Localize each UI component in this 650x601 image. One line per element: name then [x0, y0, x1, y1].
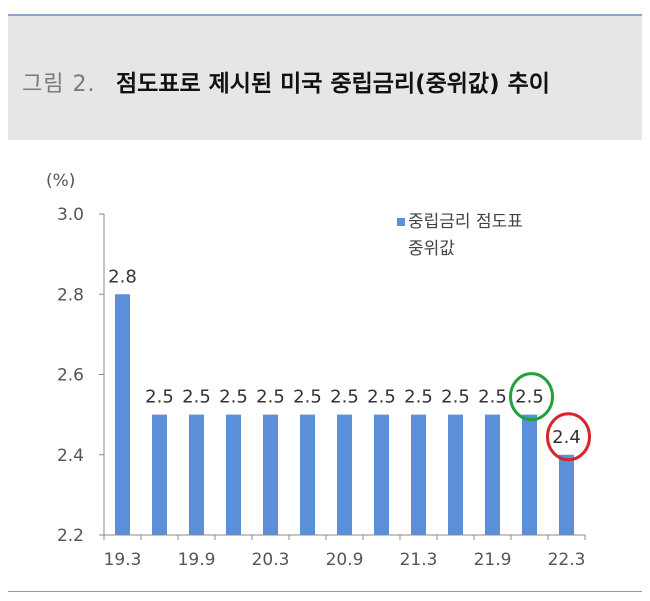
- annotation-circle: [509, 372, 554, 422]
- bar: [115, 294, 130, 535]
- y-tick-label: 3.0: [57, 205, 84, 225]
- bottom-rule: [8, 591, 642, 592]
- bar: [152, 414, 167, 535]
- annotations: [509, 372, 591, 462]
- figure-title: 점도표로 제시된 미국 중립금리(중위값) 추이: [116, 71, 550, 97]
- bar: [263, 414, 278, 535]
- bar: [374, 414, 389, 535]
- data-label: 2.4: [552, 427, 581, 448]
- x-tick-label: 22.3: [548, 550, 586, 570]
- x-tick-label: 21.3: [400, 550, 438, 570]
- data-label: 2.5: [182, 387, 211, 408]
- y-tick-label: 2.2: [57, 526, 84, 546]
- data-label: 2.5: [145, 387, 174, 408]
- data-label: 2.5: [293, 387, 322, 408]
- x-tick-label: 20.3: [252, 550, 290, 570]
- y-tick-label: 2.6: [57, 366, 84, 386]
- figure-header: 그림 2. 점도표로 제시된 미국 중립금리(중위값) 추이: [8, 16, 642, 140]
- legend-label-line2: 중위값: [408, 239, 455, 259]
- bar: [448, 414, 463, 535]
- bar: [337, 414, 352, 535]
- legend: 중립금리 점도표 중위값: [397, 212, 523, 259]
- legend-label-line1: 중립금리 점도표: [408, 212, 523, 232]
- data-label: 2.5: [441, 387, 470, 408]
- data-label: 2.5: [515, 387, 544, 408]
- data-label: 2.5: [330, 387, 359, 408]
- bar: [485, 414, 500, 535]
- y-tick-label: 2.8: [57, 285, 84, 305]
- data-label: 2.5: [404, 387, 433, 408]
- bar: [411, 414, 426, 535]
- bar: [522, 414, 537, 535]
- x-tick-label: 20.9: [326, 550, 364, 570]
- x-tick-label: 19.9: [178, 550, 216, 570]
- bar: [189, 414, 204, 535]
- bar: [559, 454, 574, 535]
- y-tick-label: 2.4: [57, 446, 84, 466]
- top-rule: [8, 14, 642, 16]
- data-label: 2.5: [478, 387, 507, 408]
- y-axis: 2.2 2.4 2.6 2.8 3.0: [57, 205, 105, 546]
- x-axis: 19.3 19.9 20.3 20.9 21.3 21.9 22.3: [103, 534, 586, 570]
- x-tick-label: 21.9: [474, 550, 512, 570]
- data-labels: 2.8 2.5 2.5 2.5 2.5 2.5 2.5 2.5 2.5 2.5 2.5 2.5 2.4: [108, 266, 581, 448]
- bar: [226, 414, 241, 535]
- legend-swatch: [397, 218, 405, 226]
- y-unit-label: (%): [46, 171, 75, 191]
- bar: [300, 414, 315, 535]
- data-label: 2.5: [219, 387, 248, 408]
- annotation-circle: [546, 412, 591, 462]
- data-label: 2.5: [256, 387, 285, 408]
- data-label: 2.5: [367, 387, 396, 408]
- data-label: 2.8: [108, 266, 137, 287]
- x-tick-label: 19.3: [104, 550, 142, 570]
- figure-number: 그림 2.: [22, 72, 96, 97]
- bars: [115, 294, 574, 535]
